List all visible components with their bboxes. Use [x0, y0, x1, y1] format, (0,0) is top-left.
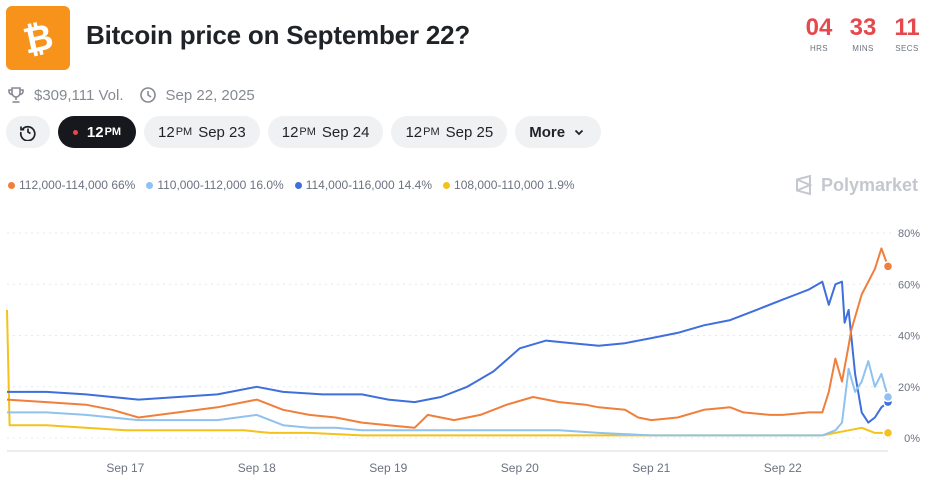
timer-mins: 33 MINS — [848, 14, 878, 53]
tab-suffix: PM — [104, 126, 122, 138]
market-meta: $309,111 Vol. Sep 22, 2025 — [6, 85, 255, 105]
clock-icon — [138, 85, 158, 105]
legend-value: 16.0% — [249, 178, 284, 192]
more-dropdown[interactable]: More — [515, 116, 602, 148]
brand-name: Polymarket — [820, 174, 918, 195]
legend-swatch — [443, 181, 451, 189]
timer-hours: 04 HRS — [804, 14, 834, 53]
tab-12pm-sep-23[interactable]: 12 PM Sep 23 — [144, 116, 260, 148]
legend-swatch — [8, 181, 15, 189]
y-tick-label: 80% — [898, 228, 920, 240]
trophy-icon — [6, 85, 26, 105]
end-date-text: Sep 22, 2025 — [165, 86, 255, 104]
series-line — [6, 309, 888, 437]
tab-12pm-today[interactable]: 12 PM — [58, 116, 136, 148]
live-dot-icon — [72, 129, 78, 135]
legend-item[interactable]: 112,000-114,000 66% — [8, 178, 135, 192]
series-endpoint — [882, 427, 894, 439]
tab-day: Sep 25 — [445, 123, 494, 141]
legend-item[interactable]: 110,000-112,000 16.0% — [146, 178, 284, 192]
chevron-down-icon — [574, 129, 584, 136]
tab-12pm-sep-25[interactable]: 12 PM Sep 25 — [391, 116, 508, 148]
legend-label: 108,000-110,000 — [454, 178, 544, 192]
tab-suffix: PM — [175, 126, 193, 138]
y-tick-label: 40% — [898, 331, 920, 343]
timer-mins-value: 33 — [849, 14, 877, 41]
timer-hours-value: 04 — [805, 14, 833, 41]
tab-day: Sep 24 — [321, 123, 370, 141]
legend-item[interactable]: 114,000-116,000 14.4% — [294, 178, 433, 192]
legend-swatch — [146, 181, 154, 189]
series-line — [6, 247, 889, 429]
polymarket-watermark: Polymarket — [793, 174, 918, 196]
tab-day: Sep 23 — [198, 123, 246, 141]
legend-item[interactable]: 108,000-110,000 1.9% — [443, 178, 575, 192]
tab-time: 12 — [86, 123, 104, 141]
timer-mins-label: MINS — [852, 44, 874, 53]
x-tick-label: Sep 20 — [501, 461, 539, 475]
volume-text: $309,111 Vol. — [34, 86, 124, 104]
y-tick-label: 60% — [898, 279, 920, 291]
x-tick-label: Sep 19 — [369, 461, 407, 475]
bitcoin-icon: ₿ — [19, 18, 56, 58]
y-tick-label: 0% — [904, 433, 920, 445]
x-tick-label: Sep 22 — [764, 461, 802, 475]
chart-legend: 112,000-114,000 66% 110,000-112,000 16.0… — [8, 178, 586, 192]
history-button[interactable] — [6, 116, 50, 148]
polymarket-logo-icon — [795, 174, 813, 196]
legend-label: 110,000-112,000 — [157, 178, 247, 192]
timer-secs-value: 11 — [894, 14, 920, 41]
y-tick-label: 20% — [898, 382, 920, 394]
tab-12pm-sep-24[interactable]: 12 PM Sep 24 — [267, 116, 384, 148]
tab-time: 12 — [405, 123, 423, 141]
legend-value: 14.4% — [398, 178, 433, 192]
legend-label: 114,000-116,000 — [305, 178, 395, 192]
series-line — [7, 280, 889, 424]
series-endpoint — [882, 261, 894, 272]
more-label: More — [529, 123, 566, 141]
legend-label: 112,000-114,000 — [19, 178, 108, 192]
history-clock-icon — [19, 125, 36, 141]
countdown-timer: 04 HRS 33 MINS 11 SECS — [804, 14, 922, 53]
timer-hours-label: HRS — [809, 44, 829, 53]
series-line — [7, 360, 889, 437]
bitcoin-logo: ₿ — [6, 6, 70, 70]
x-tick-label: Sep 21 — [632, 461, 670, 475]
legend-value: 1.9% — [547, 178, 575, 192]
tab-time: 12 — [158, 123, 175, 141]
tab-suffix: PM — [423, 126, 440, 138]
date-tabs: 12 PM 12 PM Sep 23 12 PM Sep 24 12 PM Sep 25 Mo… — [6, 116, 602, 148]
legend-swatch — [294, 181, 302, 189]
timer-secs: 11 SECS — [892, 14, 922, 53]
page-title: Bitcoin price on September 22? — [86, 20, 471, 50]
timer-secs-label: SECS — [895, 44, 919, 53]
tab-time: 12 — [281, 123, 299, 141]
x-tick-label: Sep 18 — [238, 461, 276, 475]
legend-value: 66% — [111, 178, 136, 192]
series-endpoint — [882, 391, 894, 403]
x-tick-label: Sep 17 — [106, 461, 144, 475]
tab-suffix: PM — [299, 126, 316, 138]
